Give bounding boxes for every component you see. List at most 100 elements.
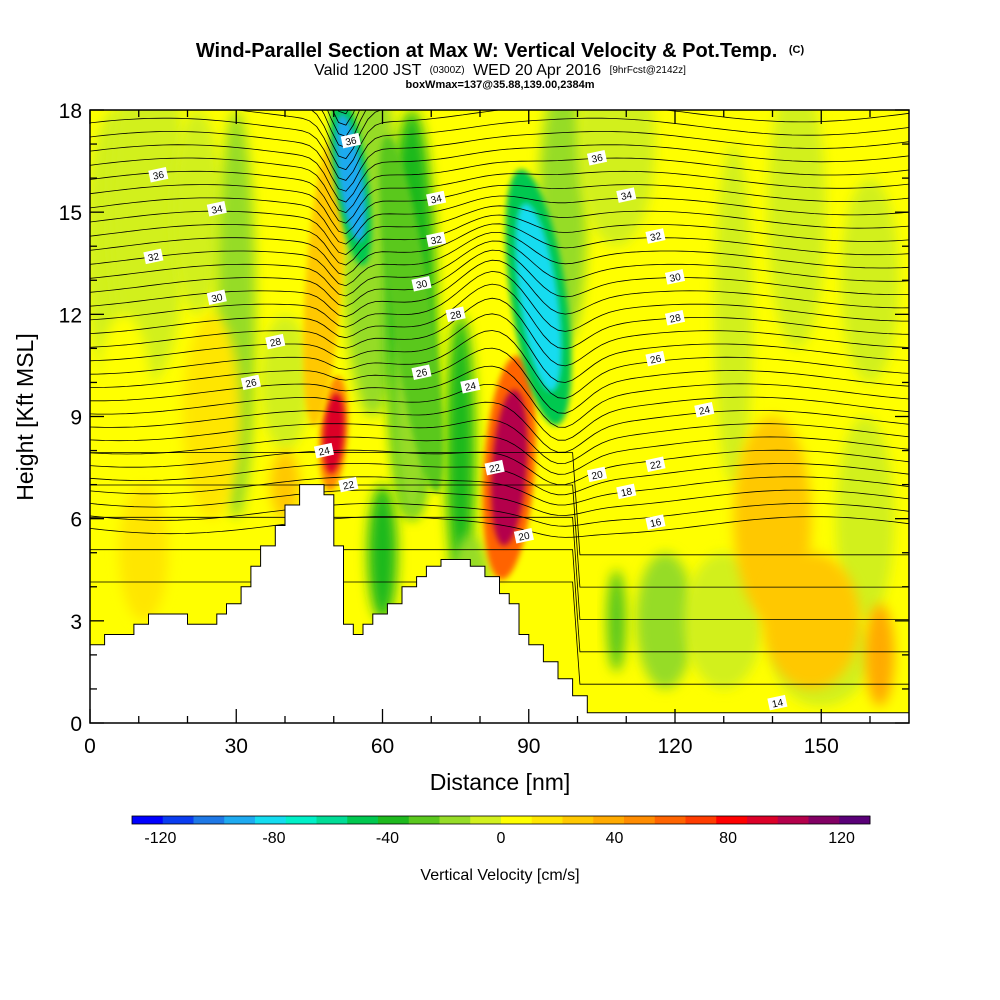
y-tick-label: 9 — [70, 407, 82, 430]
isentrope — [90, 232, 909, 287]
x-tick-label: 150 — [804, 735, 839, 758]
colorbar-swatch — [193, 816, 225, 824]
isentrope-label-11: 30 — [411, 275, 432, 292]
isentrope-label-text: 22 — [649, 459, 663, 472]
isentrope — [90, 270, 909, 332]
isentrope-label-4: 28 — [265, 333, 286, 350]
subtitle-valid: Valid 1200 JST — [314, 62, 422, 79]
updraft-core — [491, 389, 528, 546]
x-tick-label: 0 — [84, 735, 96, 758]
velocity-patch — [714, 144, 753, 485]
isentrope — [90, 365, 909, 428]
isentrope — [90, 184, 909, 235]
isentrope — [90, 401, 909, 453]
isentrope-label-text: 36 — [345, 135, 359, 148]
isentrope-labels: 36 34 32 30 28 26 24 22 36 34 32 30 28 26 24 22 20 36 34 32… — [143, 132, 788, 711]
isentrope-label-6: 24 — [313, 442, 335, 459]
isentrope-label-text: 28 — [449, 309, 463, 322]
colorbar-tick-label: 0 — [497, 830, 506, 847]
colorbar-swatch — [562, 816, 594, 824]
isentrope — [90, 452, 909, 556]
velocity-patch — [367, 484, 398, 621]
colorbar-swatch — [808, 816, 840, 824]
colorbar-tick-label: -40 — [376, 830, 399, 847]
isentrope-label-text: 22 — [488, 462, 502, 475]
isentrope — [90, 484, 909, 588]
colorbar-swatch — [685, 816, 717, 824]
velocity-patch — [260, 314, 310, 451]
isentrope-label-20: 30 — [664, 269, 686, 285]
isentrope — [90, 157, 909, 214]
isentrope-label-text: 24 — [698, 405, 712, 418]
velocity-patch — [172, 110, 222, 315]
isentrope-label-text: 34 — [620, 190, 634, 203]
updraft-core — [303, 134, 345, 427]
isentrope-label-text: 24 — [318, 445, 332, 458]
x-tick-label: 120 — [657, 735, 692, 758]
isentrope-label-text: 30 — [415, 279, 429, 292]
colorbar-swatch — [132, 816, 164, 824]
colorbar-swatch — [347, 816, 379, 824]
colorbar-swatch — [716, 816, 748, 824]
isentrope-label-19: 32 — [645, 228, 666, 244]
isentrope-label-0: 36 — [148, 166, 169, 183]
y-tick-label: 18 — [59, 100, 82, 123]
y-tick-label: 3 — [70, 611, 82, 634]
isentrope-label-15: 22 — [484, 459, 505, 476]
isentrope-label-23: 24 — [694, 401, 715, 418]
isentrope-lines — [90, 110, 909, 685]
isentrope-label-8: 36 — [340, 132, 361, 149]
isentrope — [90, 384, 909, 441]
colorbar-swatch — [162, 816, 194, 824]
colorbar-tick-label: 120 — [828, 830, 855, 847]
colorbar-tick-label: -120 — [144, 830, 176, 847]
isentrope-label-18: 34 — [616, 187, 637, 203]
isentrope — [90, 330, 909, 399]
isentrope-label-text: 20 — [591, 469, 605, 482]
isentrope-label-text: 32 — [430, 234, 444, 247]
velocity-patch — [182, 314, 242, 519]
x-tick-label: 90 — [517, 735, 540, 758]
colorbar-swatch — [501, 816, 533, 824]
isentrope — [90, 313, 909, 383]
velocity-patch — [119, 484, 168, 621]
isentrope — [90, 476, 909, 506]
isentrope — [90, 549, 909, 653]
isentrope — [90, 502, 909, 527]
colorbar-tick-label: 80 — [719, 830, 737, 847]
colorbar-swatch — [378, 816, 410, 824]
chart-subtitle: Valid 1200 JST (0300Z) WED 20 Apr 2016 [… — [314, 60, 686, 79]
isentrope-label-3: 30 — [206, 289, 227, 305]
isentrope-label-text: 26 — [415, 367, 429, 380]
isentrope-label-10: 32 — [426, 231, 447, 247]
colorbar-swatch — [408, 816, 440, 824]
isentrope-label-text: 36 — [152, 170, 166, 183]
isentrope-label-2: 32 — [143, 248, 164, 264]
colorbar-frame — [131, 815, 871, 825]
isentrope-label-21: 28 — [664, 309, 686, 326]
isentrope-label-5: 26 — [240, 374, 261, 390]
colorbar-swatch — [777, 816, 809, 824]
isentrope — [90, 214, 909, 266]
isentrope — [90, 489, 909, 516]
chart-title: Wind-Parallel Section at Max W: Vertical… — [196, 40, 805, 62]
colorbar-swatch — [439, 816, 471, 824]
isentrope — [90, 347, 909, 414]
colorbar-swatch — [624, 816, 656, 824]
plot-area — [90, 110, 909, 723]
isentrope — [90, 259, 909, 318]
subtitle-forecast: [9hrFcst@2142z] — [610, 65, 687, 76]
colorbar-swatch — [839, 816, 871, 824]
isentrope-label-text: 26 — [245, 377, 259, 390]
colorbar-swatch — [224, 816, 256, 824]
colorbar-label: Vertical Velocity [cm/s] — [420, 867, 579, 884]
subtitle-utc: (0300Z) — [430, 65, 465, 76]
isentrope-label-text: 24 — [464, 381, 478, 394]
colorbar-swatch — [593, 816, 625, 824]
isentrope — [90, 435, 909, 475]
isentrope-label-17: 36 — [586, 149, 608, 166]
y-tick-label: 12 — [59, 304, 82, 327]
isentrope-label-24: 22 — [645, 456, 666, 472]
